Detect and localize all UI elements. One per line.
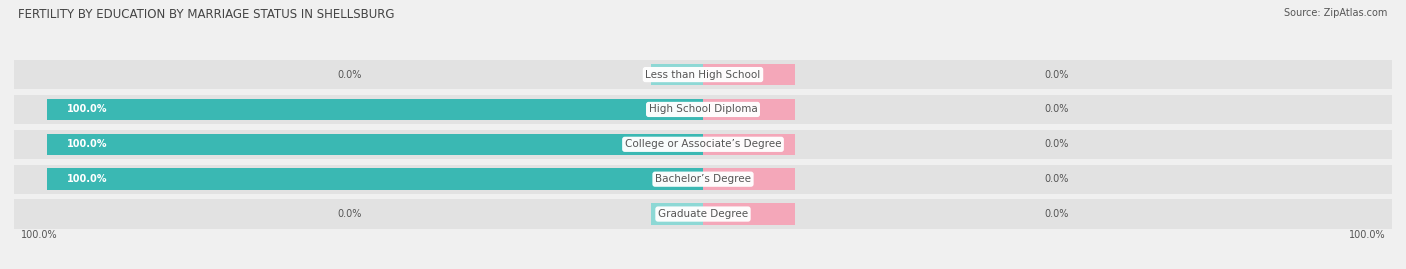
Bar <box>703 168 794 190</box>
Text: 100.0%: 100.0% <box>66 139 107 149</box>
Text: 0.0%: 0.0% <box>1045 139 1069 149</box>
Text: 0.0%: 0.0% <box>337 70 361 80</box>
Text: 100.0%: 100.0% <box>21 230 58 240</box>
Bar <box>14 95 1392 124</box>
Text: 0.0%: 0.0% <box>337 209 361 219</box>
Bar <box>46 133 703 155</box>
Text: 0.0%: 0.0% <box>1045 174 1069 184</box>
Bar <box>651 203 703 225</box>
Bar <box>703 64 794 85</box>
Text: Graduate Degree: Graduate Degree <box>658 209 748 219</box>
Text: FERTILITY BY EDUCATION BY MARRIAGE STATUS IN SHELLSBURG: FERTILITY BY EDUCATION BY MARRIAGE STATU… <box>18 8 395 21</box>
Text: High School Diploma: High School Diploma <box>648 104 758 114</box>
Bar <box>651 64 703 85</box>
Text: College or Associate’s Degree: College or Associate’s Degree <box>624 139 782 149</box>
Bar <box>14 165 1392 194</box>
Text: 0.0%: 0.0% <box>1045 209 1069 219</box>
Bar <box>703 133 794 155</box>
Text: 0.0%: 0.0% <box>1045 70 1069 80</box>
Text: Source: ZipAtlas.com: Source: ZipAtlas.com <box>1284 8 1388 18</box>
Text: 100.0%: 100.0% <box>66 174 107 184</box>
Bar <box>14 60 1392 89</box>
Text: Bachelor’s Degree: Bachelor’s Degree <box>655 174 751 184</box>
Text: Less than High School: Less than High School <box>645 70 761 80</box>
Text: 0.0%: 0.0% <box>1045 104 1069 114</box>
Bar <box>703 203 794 225</box>
Text: 100.0%: 100.0% <box>1348 230 1385 240</box>
Bar <box>14 199 1392 229</box>
Bar <box>46 99 703 120</box>
Bar <box>703 99 794 120</box>
Bar <box>46 168 703 190</box>
Bar <box>14 130 1392 159</box>
Text: 100.0%: 100.0% <box>66 104 107 114</box>
